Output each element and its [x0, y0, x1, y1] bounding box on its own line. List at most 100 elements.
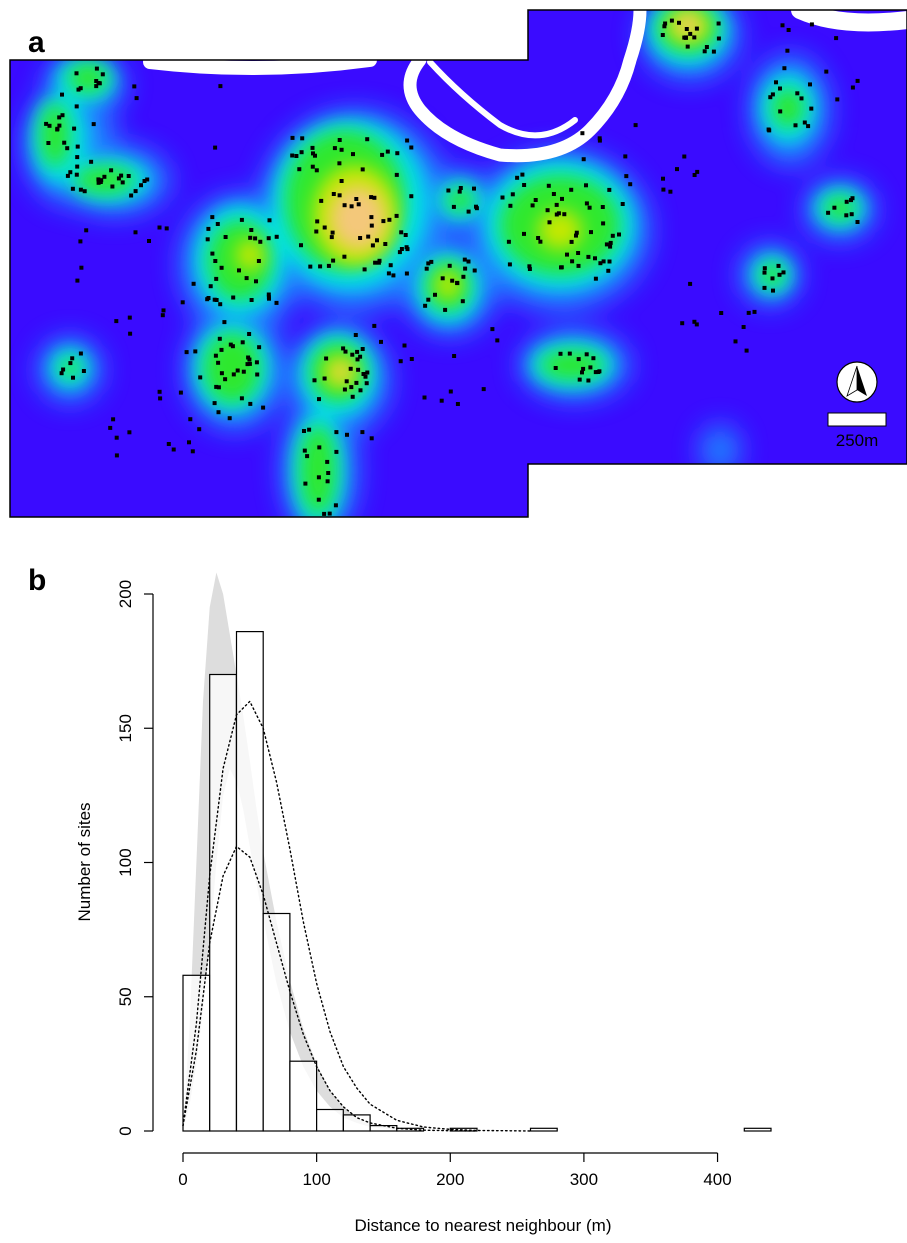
site-point: [190, 449, 195, 454]
site-point: [495, 338, 500, 343]
site-point: [677, 20, 681, 25]
site-point: [44, 121, 49, 126]
site-point: [70, 186, 75, 191]
river: [143, 10, 907, 163]
site-point: [219, 371, 224, 376]
y-axis: 0 50 100 150 200: [116, 580, 154, 1136]
site-point: [567, 351, 572, 356]
site-point: [584, 183, 588, 188]
scale-bar-label: 250m: [836, 431, 879, 450]
site-point: [120, 180, 125, 185]
site-point: [692, 35, 697, 40]
site-point: [702, 49, 707, 54]
site-point: [258, 239, 263, 244]
site-point: [662, 24, 667, 29]
site-point: [241, 369, 246, 374]
site-point: [369, 223, 374, 228]
site-point: [584, 352, 589, 357]
site-point: [315, 219, 320, 224]
site-point: [343, 349, 348, 354]
site-point: [327, 511, 332, 516]
histogram-bar: [182, 974, 211, 1132]
site-point: [399, 247, 404, 251]
site-point: [350, 394, 355, 399]
site-point: [663, 21, 668, 26]
site-point: [213, 353, 218, 358]
map-border: [9, 9, 907, 518]
site-point: [785, 48, 790, 53]
site-point: [387, 217, 392, 222]
site-point: [608, 240, 613, 245]
site-point: [46, 141, 51, 145]
site-point: [71, 375, 75, 380]
site-point: [350, 352, 355, 357]
site-point: [458, 186, 463, 190]
site-point: [133, 230, 138, 235]
site-point: [198, 375, 203, 380]
site-point: [694, 322, 699, 327]
site-point: [600, 205, 605, 209]
site-point: [355, 357, 360, 362]
site-point: [205, 237, 210, 242]
site-point: [361, 372, 366, 376]
site-point: [353, 333, 358, 337]
site-point: [326, 263, 331, 268]
site-point: [685, 44, 690, 49]
site-point: [569, 187, 574, 192]
site-point: [322, 225, 327, 230]
site-point: [362, 267, 367, 272]
site-point: [344, 379, 349, 384]
site-point: [834, 36, 839, 41]
panel-a-label: a: [28, 26, 45, 59]
site-point: [786, 28, 791, 32]
site-point: [443, 307, 448, 312]
site-point: [510, 192, 515, 197]
site-points: [44, 18, 860, 516]
site-point: [94, 84, 99, 89]
density-map: [10, 10, 907, 517]
site-point: [704, 45, 709, 49]
x-tick-label: 200: [436, 1170, 464, 1189]
site-point: [533, 198, 538, 202]
site-point: [527, 264, 532, 269]
site-point: [591, 356, 596, 361]
site-point: [57, 115, 62, 120]
site-point: [395, 151, 400, 156]
site-point: [360, 347, 365, 351]
site-point: [515, 175, 520, 180]
site-point: [305, 454, 310, 459]
site-point: [520, 172, 525, 177]
site-point: [551, 192, 556, 196]
site-point: [337, 138, 342, 142]
site-point: [460, 299, 465, 304]
site-point: [108, 425, 113, 430]
site-point: [342, 203, 347, 208]
site-point: [354, 380, 359, 385]
site-point: [617, 232, 621, 237]
site-point: [74, 104, 79, 109]
site-point: [426, 261, 431, 266]
fitted-curve: [182, 845, 478, 1132]
site-point: [381, 219, 386, 224]
site-point: [597, 138, 602, 143]
site-point: [556, 211, 561, 216]
site-point: [365, 370, 370, 375]
site-point: [302, 448, 307, 453]
site-point: [213, 259, 218, 263]
site-point: [319, 198, 324, 203]
x-axis: 0 100 200 300 400: [178, 1152, 732, 1189]
site-point: [386, 271, 391, 276]
site-point: [461, 274, 466, 279]
site-point: [799, 96, 804, 101]
site-point: [97, 81, 102, 86]
site-point: [752, 309, 757, 314]
site-point: [506, 239, 511, 244]
site-point: [81, 369, 86, 373]
site-point: [96, 177, 101, 182]
site-point: [341, 346, 346, 351]
site-point: [324, 356, 329, 361]
site-point: [308, 264, 313, 269]
site-point: [586, 378, 591, 383]
site-point: [127, 430, 132, 435]
site-point: [325, 459, 330, 464]
